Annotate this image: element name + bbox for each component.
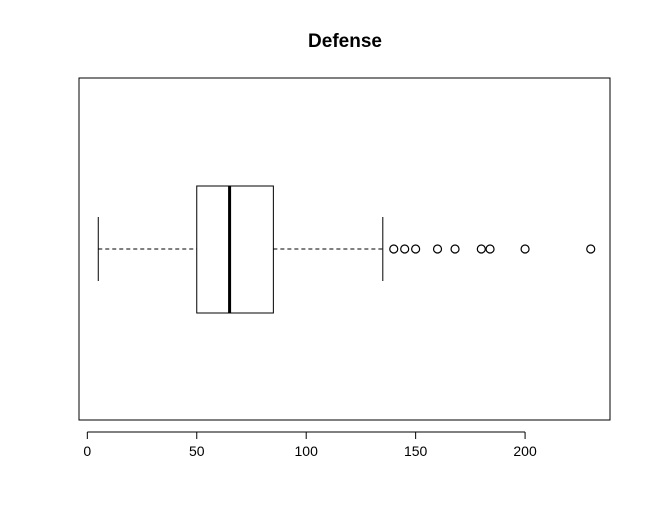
outlier-point [476, 244, 486, 254]
plot-frame [78, 77, 611, 421]
outlier-point [450, 244, 460, 254]
plot-layer [97, 185, 596, 314]
outlier-point [389, 244, 399, 254]
x-axis: 0 50 100 150 200 [83, 431, 537, 459]
x-tick-label: 150 [404, 443, 428, 459]
iqr-box [196, 185, 274, 314]
x-tick-label: 200 [513, 443, 537, 459]
x-tick-label: 0 [83, 443, 91, 459]
outlier-point [411, 244, 421, 254]
outlier-point [520, 244, 530, 254]
outlier-point [586, 244, 596, 254]
outlier-point [485, 244, 495, 254]
outlier-point [400, 244, 410, 254]
x-tick-label: 100 [295, 443, 319, 459]
chart-title: Defense [308, 31, 382, 52]
x-tick-label: 50 [189, 443, 205, 459]
outlier-point [432, 244, 443, 254]
